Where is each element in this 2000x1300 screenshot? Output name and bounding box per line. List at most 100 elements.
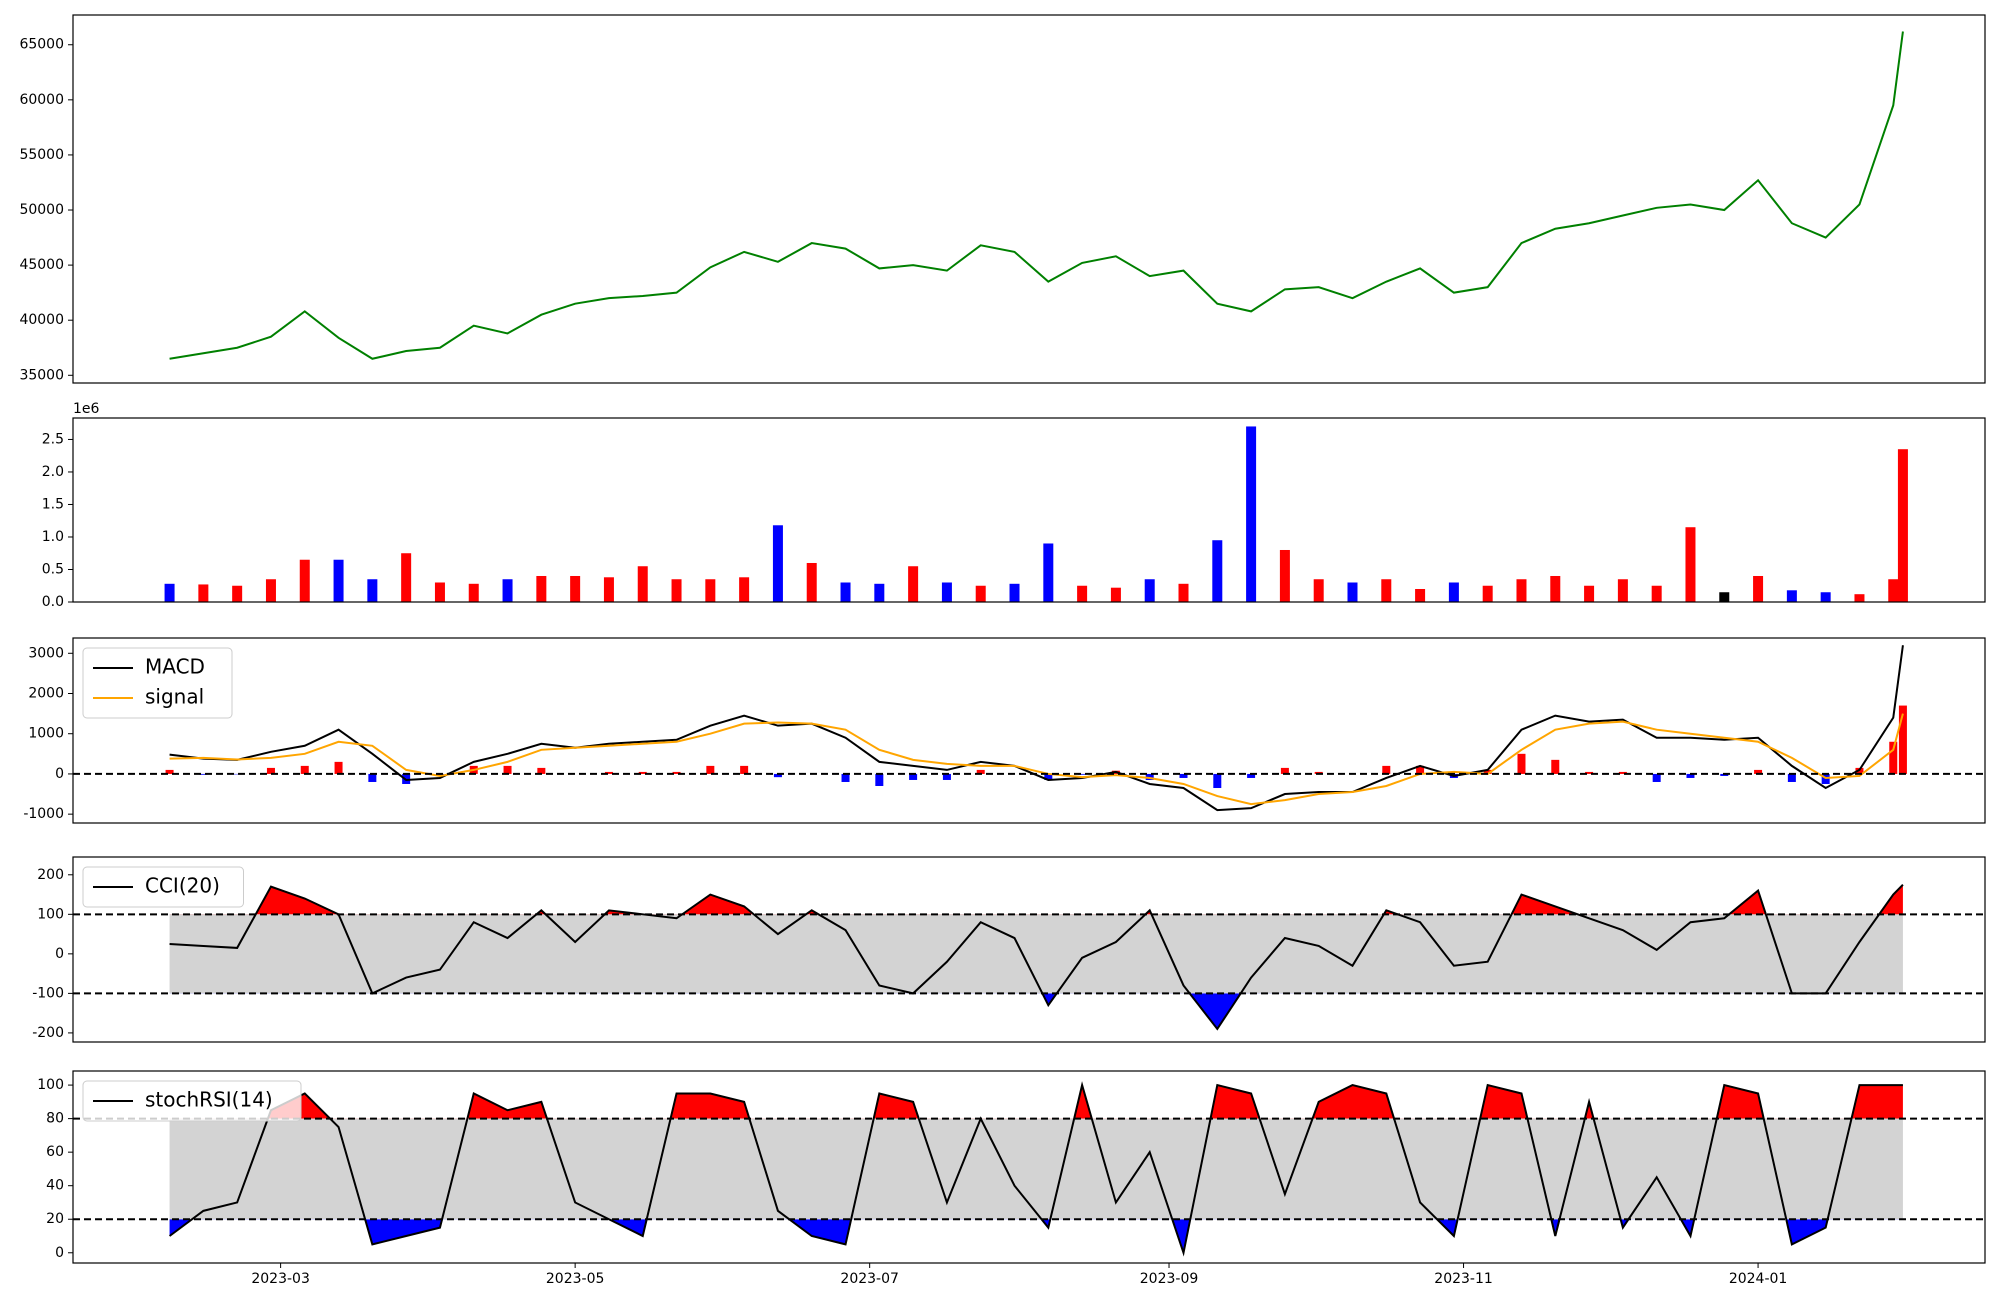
legend-box	[82, 1080, 302, 1122]
volume-bar	[401, 553, 412, 602]
volume-bar	[1617, 579, 1628, 602]
data-line	[169, 713, 1904, 806]
volume-bar	[1854, 594, 1865, 602]
x-tick-label: 2023-05	[546, 1271, 605, 1287]
x-tick-label: 2023-07	[840, 1271, 899, 1287]
histogram-bar	[1483, 769, 1492, 774]
volume-bar	[198, 584, 209, 602]
plot-area	[165, 645, 1907, 812]
volume-bar	[299, 559, 310, 602]
volume-bar	[603, 577, 614, 602]
volume-bar	[333, 559, 344, 602]
histogram-bar	[1551, 759, 1560, 774]
overbought-fill	[169, 1085, 1903, 1119]
y-tick-label: 1.0	[42, 529, 64, 545]
volume-bar	[1246, 426, 1257, 602]
histogram-bar	[1280, 767, 1289, 774]
legend-label: MACD	[145, 655, 205, 679]
y-tick-label: 60	[46, 1144, 64, 1160]
histogram-bar	[942, 773, 951, 780]
plot-area	[169, 883, 1904, 1031]
y-tick-label: 0	[55, 766, 64, 782]
volume-bar	[1043, 543, 1054, 602]
data-line	[169, 883, 1904, 1031]
y-tick-label: 40	[46, 1178, 64, 1194]
y-tick-label: -200	[32, 1025, 64, 1041]
histogram-bar	[1898, 705, 1907, 774]
histogram-bar	[1416, 765, 1425, 774]
x-tick-label: 2024-01	[1729, 1271, 1788, 1287]
volume-bar	[1897, 449, 1908, 602]
y-tick-label: 200	[37, 867, 64, 883]
data-line	[169, 645, 1904, 812]
legend-label: stochRSI(14)	[145, 1088, 273, 1112]
volume-bar	[1516, 579, 1527, 602]
volume-bar	[1482, 585, 1493, 602]
volume-bar	[908, 566, 919, 602]
y-tick-label: 0.5	[42, 561, 64, 577]
y-tick-label: -100	[32, 985, 64, 1001]
volume-bar	[1753, 575, 1764, 602]
legend-label: signal	[145, 685, 204, 709]
histogram-bar	[334, 761, 343, 774]
volume-bar	[536, 575, 547, 602]
volume-bar	[468, 583, 479, 602]
volume-bar	[1719, 592, 1730, 602]
axes-frame	[72, 14, 1986, 384]
x-tick-label: 2023-11	[1434, 1271, 1493, 1287]
y-tick-label: 3000	[28, 645, 64, 661]
volume-bar	[739, 577, 750, 602]
plot-area	[169, 31, 1904, 360]
volume-bar	[1651, 585, 1662, 602]
volume-bar	[434, 582, 445, 602]
y-tick-label: 100	[37, 1077, 64, 1093]
histogram-bar	[537, 767, 546, 774]
histogram-bar	[1247, 773, 1256, 778]
volume-bar	[772, 525, 783, 602]
x-tick-label: 2023-09	[1140, 1271, 1199, 1287]
histogram-bar	[1754, 769, 1763, 774]
y-tick-label: 1000	[28, 726, 64, 742]
y-tick-label: 2.0	[42, 464, 64, 480]
volume-bar	[1313, 579, 1324, 602]
axes-frame	[72, 1070, 1986, 1264]
histogram-bar	[841, 773, 850, 782]
y-tick-label: 50000	[19, 202, 64, 218]
y-tick-label: 45000	[19, 257, 64, 273]
y-tick-label: 2000	[28, 686, 64, 702]
volume-bar	[1110, 587, 1121, 602]
y-tick-label: 2.5	[42, 431, 64, 447]
volume-bar	[265, 579, 276, 602]
volume-bar	[1415, 588, 1426, 602]
histogram-bar	[740, 765, 749, 774]
histogram-bar	[909, 773, 918, 780]
y-tick-label: 0	[55, 1245, 64, 1261]
y-tick-label: 40000	[19, 312, 64, 328]
x-tick-label: 2023-03	[251, 1271, 310, 1287]
neutral-band	[169, 1118, 1903, 1220]
volume-bar	[1448, 582, 1459, 602]
volume-bar	[1584, 585, 1595, 602]
volume-bar	[671, 579, 682, 602]
volume-bar	[1212, 540, 1223, 602]
y-tick-label: -1000	[23, 806, 64, 822]
y-tick-label: 65000	[19, 37, 64, 53]
volume-bar	[1820, 592, 1831, 602]
volume-bar	[1550, 575, 1561, 602]
volume-bar	[1685, 527, 1696, 602]
histogram-bar	[976, 769, 985, 774]
histogram-bar	[1078, 773, 1087, 775]
volume-bar	[806, 562, 817, 602]
y-tick-label: 0	[55, 946, 64, 962]
histogram-bar	[1889, 741, 1898, 774]
histogram-bar	[300, 765, 309, 774]
volume-bar	[874, 583, 885, 602]
histogram-bar	[1821, 773, 1830, 784]
y-tick-label: 60000	[19, 92, 64, 108]
histogram-bar	[1314, 771, 1323, 774]
volume-bar	[1279, 549, 1290, 602]
histogram-bar	[1517, 753, 1526, 774]
volume-bar	[1144, 579, 1155, 602]
axes-frame	[72, 637, 1986, 824]
y-tick-label: 35000	[19, 367, 64, 383]
